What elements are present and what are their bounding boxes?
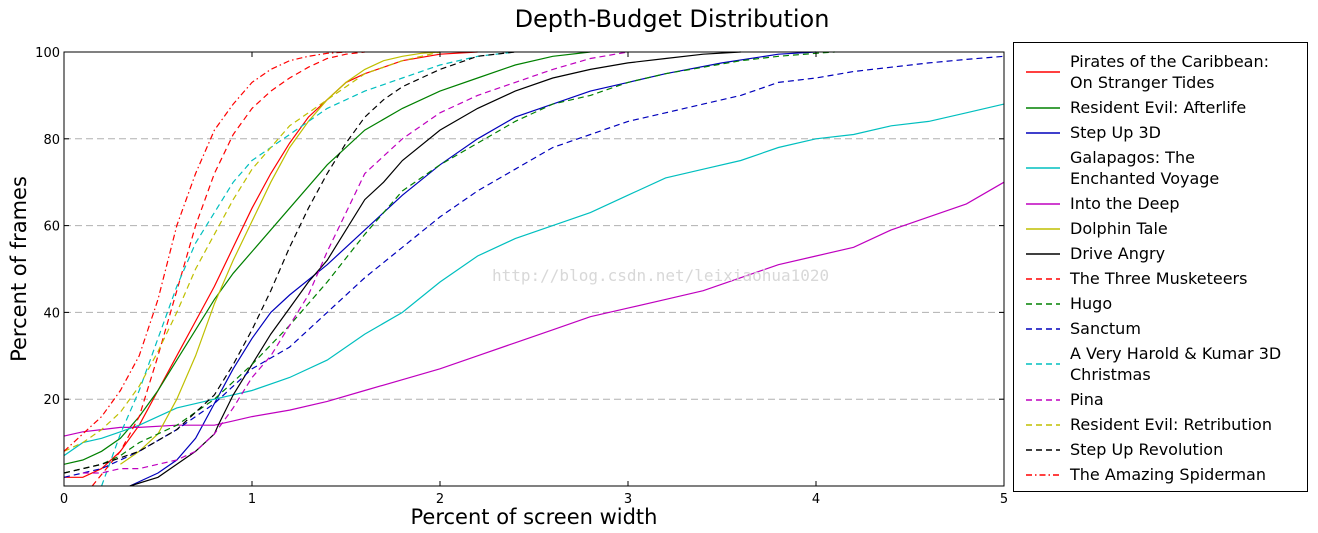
legend-swatch-12 (1026, 424, 1060, 426)
legend-label-12: Resident Evil: Retribution (1070, 415, 1272, 434)
series-line-14 (63, 51, 347, 452)
legend-label-3: Galapagos: The Enchanted Voyage (1070, 148, 1220, 188)
series-lines (63, 51, 1005, 487)
axis-ticks: 0 1 2 3 4 5 20 40 60 80 100 (35, 46, 1008, 507)
legend-entry-13: Step Up Revolution (1014, 439, 1309, 464)
legend-label-1: Resident Evil: Afterlife (1070, 98, 1247, 117)
y-tick-label-60: 60 (43, 220, 60, 235)
legend-swatch-8 (1026, 303, 1060, 305)
y-tick-label-80: 80 (43, 133, 60, 148)
legend-label-6: Drive Angry (1070, 244, 1166, 263)
legend-label-10: A Very Harold & Kumar 3D Christmas (1070, 344, 1282, 384)
legend-label-0: Pirates of the Caribbean: On Stranger Tid… (1070, 52, 1270, 92)
legend-entry-10: A Very Harold & Kumar 3D Christmas (1014, 343, 1309, 389)
x-tick-label-5: 5 (1000, 492, 1008, 507)
legend-swatch-10 (1026, 363, 1060, 365)
legend-entry-6: Drive Angry (1014, 243, 1309, 268)
legend-swatch-3 (1026, 167, 1060, 169)
legend-entry-8: Hugo (1014, 293, 1309, 318)
x-tick-label-1: 1 (248, 492, 256, 507)
legend-swatch-13 (1026, 449, 1060, 451)
x-axis-label: Percent of screen width (411, 505, 658, 529)
legend-label-7: The Three Musketeers (1070, 269, 1248, 288)
legend-label-14: The Amazing Spiderman (1070, 465, 1266, 484)
legend-swatch-7 (1026, 278, 1060, 280)
legend-swatch-14 (1026, 474, 1060, 476)
series-line-12 (63, 51, 441, 452)
series-line-3 (63, 103, 1005, 457)
x-tick-label-4: 4 (812, 492, 820, 507)
legend-label-11: Pina (1070, 390, 1104, 409)
y-tick-label-40: 40 (43, 306, 60, 321)
legend-swatch-4 (1026, 203, 1060, 205)
watermark-text: http://blog.csdn.net/leixiaohua1020 (492, 266, 830, 285)
legend-swatch-6 (1026, 253, 1060, 255)
legend-swatch-5 (1026, 228, 1060, 230)
legend-entry-4: Into the Deep (1014, 193, 1309, 218)
series-line-8 (63, 51, 835, 474)
legend-entry-3: Galapagos: The Enchanted Voyage (1014, 147, 1309, 193)
series-line-13 (63, 51, 516, 474)
legend-label-5: Dolphin Tale (1070, 219, 1168, 238)
legend-swatch-2 (1026, 132, 1060, 134)
legend-entry-9: Sanctum (1014, 318, 1309, 343)
legend-label-8: Hugo (1070, 294, 1113, 313)
legend-swatch-11 (1026, 399, 1060, 401)
series-line-1 (63, 51, 591, 465)
x-tick-label-2: 2 (436, 492, 444, 507)
plot-frame (63, 51, 1005, 487)
y-tick-label-20: 20 (43, 393, 60, 408)
legend-entry-5: Dolphin Tale (1014, 218, 1309, 243)
legend-label-4: Into the Deep (1070, 194, 1180, 213)
x-tick-label-0: 0 (60, 492, 68, 507)
series-line-10 (101, 51, 516, 487)
legend-label-9: Sanctum (1070, 319, 1141, 338)
legend-swatch-1 (1026, 107, 1060, 109)
legend-entry-11: Pina (1014, 389, 1309, 414)
y-tick-label-100: 100 (35, 46, 60, 61)
legend-label-13: Step Up Revolution (1070, 440, 1224, 459)
legend: Pirates of the Caribbean: On Stranger Tid… (1013, 42, 1308, 492)
series-line-5 (120, 51, 441, 465)
grid-lines (64, 138, 1004, 400)
legend-entry-7: The Three Musketeers (1014, 268, 1309, 293)
legend-swatch-0 (1026, 71, 1060, 73)
legend-label-2: Step Up 3D (1070, 123, 1161, 142)
series-line-7 (91, 51, 365, 487)
legend-swatch-9 (1026, 328, 1060, 330)
series-line-11 (82, 51, 629, 474)
series-line-4 (63, 181, 1005, 437)
x-tick-label-3: 3 (624, 492, 632, 507)
legend-entry-14: The Amazing Spiderman (1014, 464, 1309, 489)
legend-entry-2: Step Up 3D (1014, 122, 1309, 147)
legend-entry-0: Pirates of the Caribbean: On Stranger Tid… (1014, 51, 1309, 97)
y-axis-label: Percent of frames (7, 176, 31, 362)
legend-entry-12: Resident Evil: Retribution (1014, 414, 1309, 439)
chart-title: Depth-Budget Distribution (515, 5, 830, 33)
legend-entry-1: Resident Evil: Afterlife (1014, 97, 1309, 122)
